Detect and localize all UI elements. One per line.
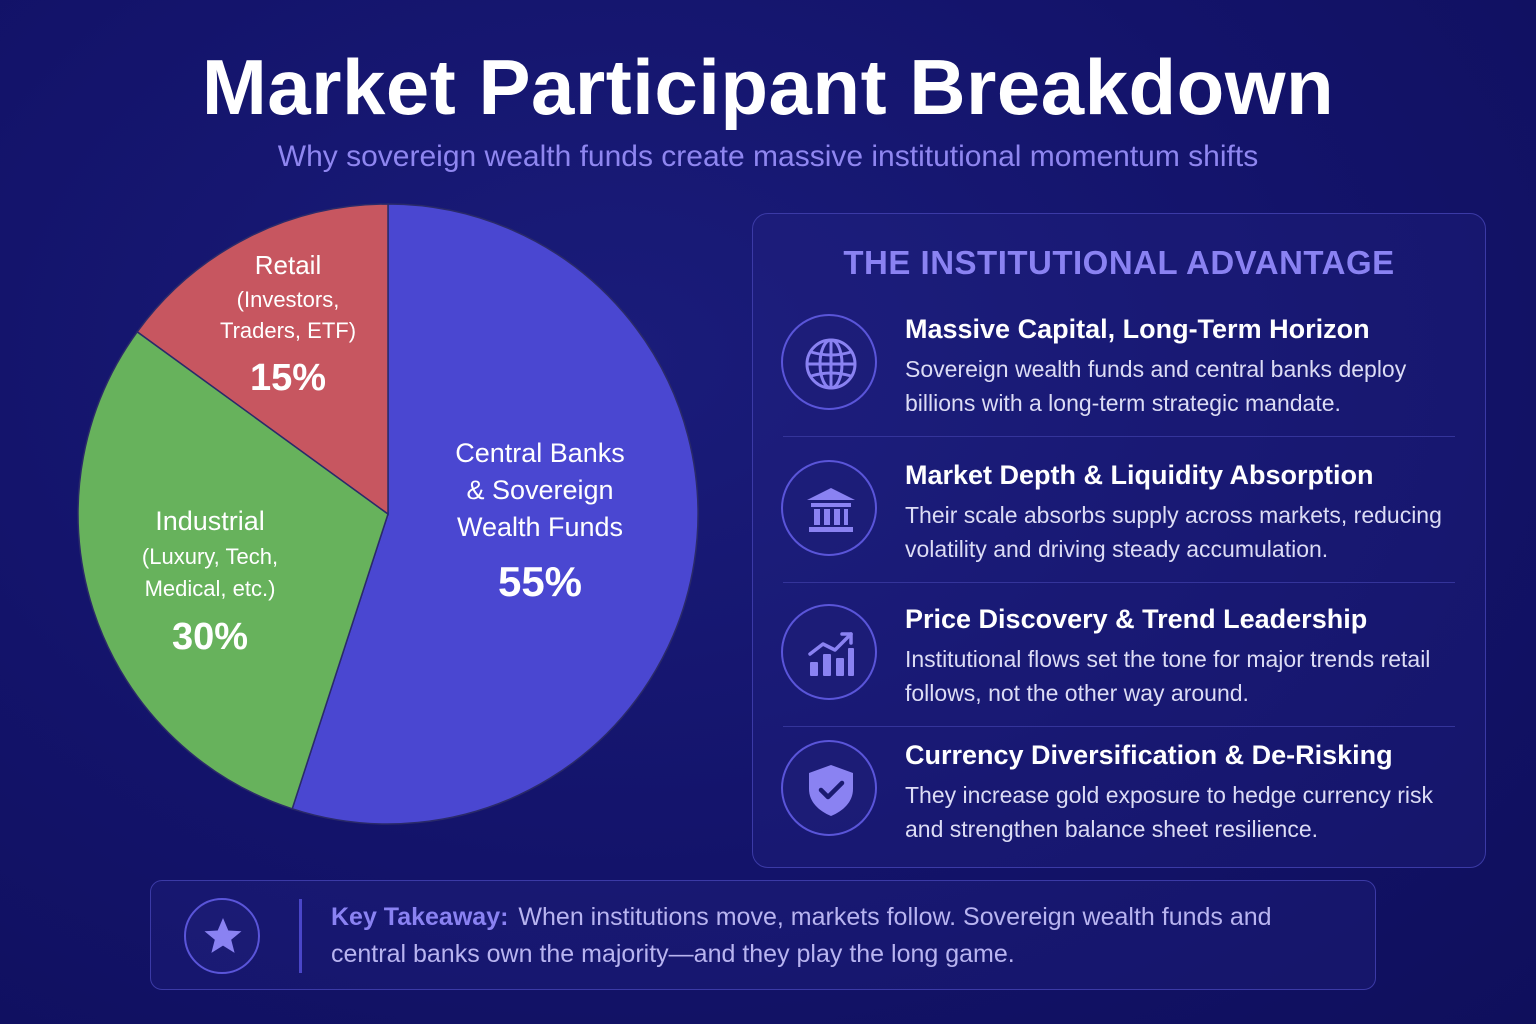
takeaway-divider (299, 899, 302, 973)
advantage-desc: They increase gold exposure to hedge cur… (905, 782, 1434, 842)
pie-chart: Central Banks & Sovereign Wealth Funds 55% I… (77, 203, 699, 825)
advantage-title: Currency Diversification & De-Risking (905, 740, 1393, 770)
slice-sublabel: (Luxury, Tech, (142, 544, 278, 569)
divider (783, 436, 1455, 437)
pie-slice (77, 330, 389, 810)
takeaway-label: Key Takeaway: (331, 903, 509, 931)
advantage-desc: Their scale absorbs supply across market… (905, 502, 1442, 562)
advantage-title: Price Discovery & Trend Leadership (905, 604, 1368, 634)
slice-label: & Sovereign (466, 475, 613, 505)
slice-label: Retail (255, 250, 321, 280)
slice-value-label: 55% (498, 558, 582, 605)
institutional-advantage-panel: THE INSTITUTIONAL ADVANTAGE Massive Capi… (752, 213, 1486, 868)
divider (783, 726, 1455, 727)
slice-value-label: 30% (172, 616, 248, 658)
page-title: Market Participant Breakdown (201, 43, 1335, 131)
advantage-item-currency: Currency Diversification & De-Risking Th… (781, 740, 1457, 870)
advantage-title: Massive Capital, Long-Term Horizon (905, 314, 1370, 344)
advantage-desc: Institutional flows set the tone for maj… (905, 646, 1431, 706)
pie-slice (291, 203, 699, 825)
advantage-desc: Sovereign wealth funds and central banks… (905, 356, 1407, 416)
star-icon (184, 898, 260, 974)
slice-value-label: 15% (250, 357, 326, 399)
globe-icon (781, 314, 877, 410)
pie-slice (136, 203, 389, 516)
advantage-item-price-discovery: Price Discovery & Trend Leadership Insti… (781, 604, 1457, 734)
advantage-item-depth: Market Depth & Liquidity Absorption Thei… (781, 460, 1457, 590)
slice-sublabel: (Investors, (237, 287, 340, 312)
advantage-title: Market Depth & Liquidity Absorption (905, 460, 1374, 490)
takeaway-text-block: Key Takeaway: When institutions move, mar… (331, 899, 1341, 973)
slice-sublabel: Medical, etc.) (145, 576, 276, 601)
divider (783, 582, 1455, 583)
shield-check-icon (781, 740, 877, 836)
slice-label: Industrial (155, 506, 265, 536)
slice-label: Wealth Funds (457, 512, 623, 542)
slice-sublabel: Traders, ETF) (220, 318, 356, 343)
takeaway-text: When institutions move, markets follow. … (331, 903, 1272, 968)
key-takeaway-box: Key Takeaway: When institutions move, mar… (150, 880, 1376, 990)
slice-label: Central Banks (455, 438, 625, 468)
panel-heading: THE INSTITUTIONAL ADVANTAGE (843, 244, 1395, 281)
advantage-item-capital: Massive Capital, Long-Term Horizon Sover… (781, 314, 1457, 444)
bank-icon (781, 460, 877, 556)
trend-chart-icon (781, 604, 877, 700)
page-subtitle: Why sovereign wealth funds create massiv… (277, 140, 1259, 173)
